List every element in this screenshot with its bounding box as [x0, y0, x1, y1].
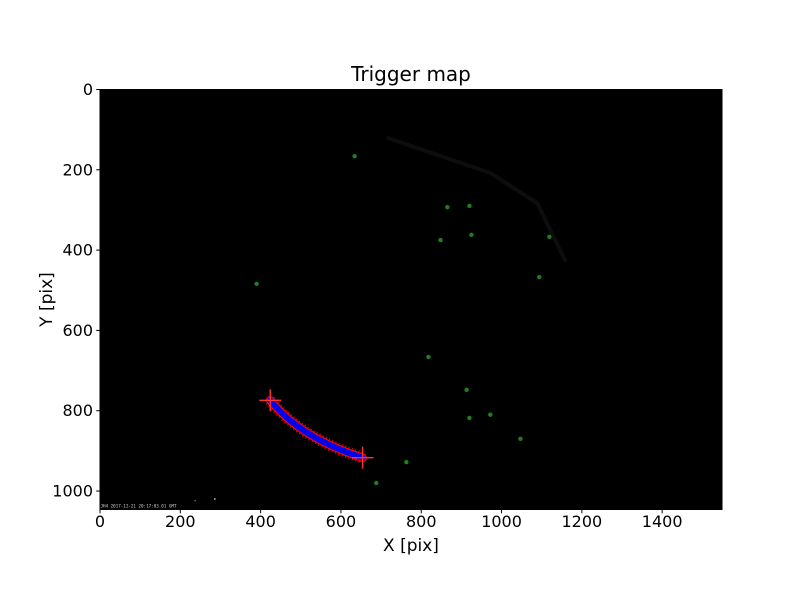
x-tick-label: 800: [406, 512, 437, 531]
x-tick-label: 400: [245, 512, 276, 531]
y-tick-label: 400: [62, 241, 93, 260]
x-tick-label: 600: [326, 512, 357, 531]
speck: [194, 499, 196, 502]
y-tick-label: 200: [62, 160, 93, 179]
scatter-point: [464, 387, 469, 393]
plot-area: [99, 89, 723, 510]
scatter-point: [467, 203, 472, 209]
scatter-point: [467, 415, 472, 421]
x-axis-label: X [pix]: [383, 536, 439, 556]
speck: [213, 498, 216, 500]
y-tick-label: 800: [62, 401, 93, 420]
y-axis-label: Y [pix]: [37, 272, 57, 328]
faint-ring-arc: [386, 136, 567, 263]
plot-title: Trigger map: [350, 62, 471, 86]
scatter-point: [488, 412, 493, 417]
timestamp-overlay: JH4 2017-12-21 20:17:03.01 GMT: [101, 504, 177, 510]
x-tick-label: 1200: [561, 512, 602, 531]
x-tick-label: 1400: [642, 512, 683, 531]
scatter-point: [404, 459, 409, 465]
scatter-point: [254, 281, 259, 287]
muon-track-band: [267, 397, 366, 461]
scatter-point: [547, 234, 552, 240]
y-tick-label: 0: [83, 80, 93, 99]
x-tick-label: 0: [95, 512, 105, 531]
scatter-point: [537, 274, 542, 280]
scatter-point: [445, 204, 450, 210]
scatter-point: [438, 237, 443, 243]
x-tick-label: 200: [165, 512, 196, 531]
scatter-point: [469, 232, 474, 238]
scatter-point: [374, 480, 379, 486]
x-tick-label: 1000: [481, 512, 522, 531]
axis-ticks: 0 200 400 600 800 1000 1200 1400 0 200 400 600 800 10…: [52, 80, 682, 531]
scatter-point: [518, 436, 523, 442]
y-tick-label: 1000: [52, 482, 93, 501]
plot-content: [194, 136, 567, 502]
y-tick-label: 600: [62, 321, 93, 340]
scatter-point: [426, 354, 431, 360]
scatter-point: [352, 153, 357, 159]
